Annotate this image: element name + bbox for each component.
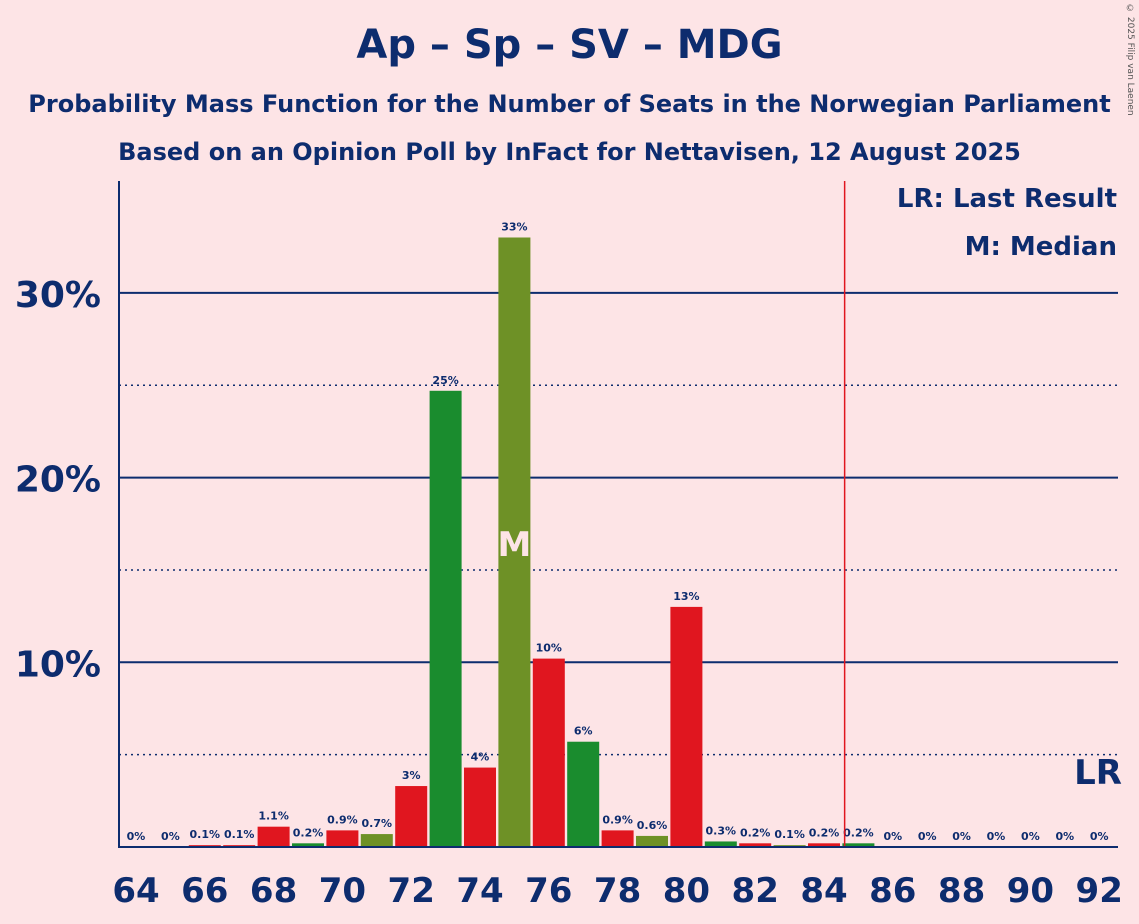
bar-value-label: 6% xyxy=(574,725,593,738)
bar-value-label: 0.9% xyxy=(602,813,633,826)
bar-seat-75 xyxy=(498,237,531,848)
bar-value-label: 1.1% xyxy=(258,810,289,823)
bar-value-label: 0.2% xyxy=(843,826,874,839)
bar-value-label: 0.3% xyxy=(706,824,737,837)
bar-value-label: 0% xyxy=(1055,830,1074,843)
bar-value-label: 0% xyxy=(883,830,902,843)
bar-seat-80 xyxy=(670,606,703,847)
bar-value-label: 0.1% xyxy=(774,828,805,841)
bar-value-label: 0% xyxy=(987,830,1006,843)
bar-value-label: 0% xyxy=(161,830,180,843)
legend-median: M: Median xyxy=(964,232,1117,262)
bar-value-label: 0% xyxy=(1021,830,1040,843)
bar-seat-78 xyxy=(601,830,634,847)
x-tick-label: 84 xyxy=(800,871,847,911)
x-tick-label: 90 xyxy=(1007,871,1054,911)
bar-value-label: 0.1% xyxy=(224,828,255,841)
y-tick-label: 10% xyxy=(15,644,101,685)
x-tick-label: 66 xyxy=(181,871,228,911)
x-tick-label: 68 xyxy=(250,871,297,911)
bar-value-label: 0.6% xyxy=(637,819,668,832)
x-tick-label: 82 xyxy=(732,871,779,911)
bar-seat-73 xyxy=(429,390,462,847)
bar-value-label: 0.7% xyxy=(362,817,393,830)
last-result-marker: LR xyxy=(1074,753,1122,793)
bar-seat-77 xyxy=(567,741,600,847)
bar-value-label: 10% xyxy=(536,642,562,655)
bar-seat-85 xyxy=(842,843,875,847)
x-tick-label: 64 xyxy=(112,871,159,911)
y-tick-label: 20% xyxy=(15,460,101,501)
x-tick-label: 70 xyxy=(319,871,366,911)
x-tick-label: 88 xyxy=(938,871,985,911)
bar-seat-70 xyxy=(326,830,359,847)
chart-subtitle: Probability Mass Function for the Number… xyxy=(28,90,1111,118)
bar-value-label: 4% xyxy=(471,751,490,764)
bar-value-label: 13% xyxy=(673,590,699,603)
bar-value-label: 0% xyxy=(127,830,146,843)
x-tick-label: 80 xyxy=(663,871,710,911)
bar-value-label: 3% xyxy=(402,769,421,782)
chart-subtitle-poll: Based on an Opinion Poll by InFact for N… xyxy=(118,138,1021,166)
bar-value-label: 33% xyxy=(501,220,527,233)
bar-seat-76 xyxy=(532,658,565,847)
bar-value-label: 25% xyxy=(432,374,458,387)
bar-value-label: 0.2% xyxy=(809,826,840,839)
bar-value-label: 0.1% xyxy=(190,828,221,841)
x-tick-label: 78 xyxy=(594,871,641,911)
bar-seat-79 xyxy=(636,835,668,847)
bar-value-label: 0% xyxy=(1090,830,1109,843)
copyright-credit: © 2025 Filip van Laenen xyxy=(1125,4,1135,116)
bar-seat-74 xyxy=(464,767,496,847)
bar-value-label: 0.2% xyxy=(740,826,771,839)
legend-last-result: LR: Last Result xyxy=(896,184,1117,214)
bar-value-label: 0.9% xyxy=(327,813,358,826)
x-tick-label: 86 xyxy=(869,871,916,911)
bar-seat-84 xyxy=(808,843,840,847)
bar-value-label: 0% xyxy=(918,830,937,843)
bar-value-label: 0% xyxy=(952,830,971,843)
x-tick-label: 76 xyxy=(525,871,572,911)
x-tick-label: 92 xyxy=(1076,871,1123,911)
y-tick-label: 30% xyxy=(15,275,101,316)
x-tick-label: 74 xyxy=(456,871,503,911)
bar-seat-69 xyxy=(292,843,324,847)
bar-value-label: 0.2% xyxy=(293,826,324,839)
chart-title: Ap – Sp – SV – MDG xyxy=(356,22,783,68)
bar-seat-71 xyxy=(360,834,393,847)
median-marker: M xyxy=(497,525,531,565)
bar-seat-72 xyxy=(395,786,428,847)
bar-seat-82 xyxy=(739,843,772,847)
x-tick-label: 72 xyxy=(388,871,435,911)
bar-seat-68 xyxy=(257,826,290,847)
bar-seat-81 xyxy=(704,841,737,847)
